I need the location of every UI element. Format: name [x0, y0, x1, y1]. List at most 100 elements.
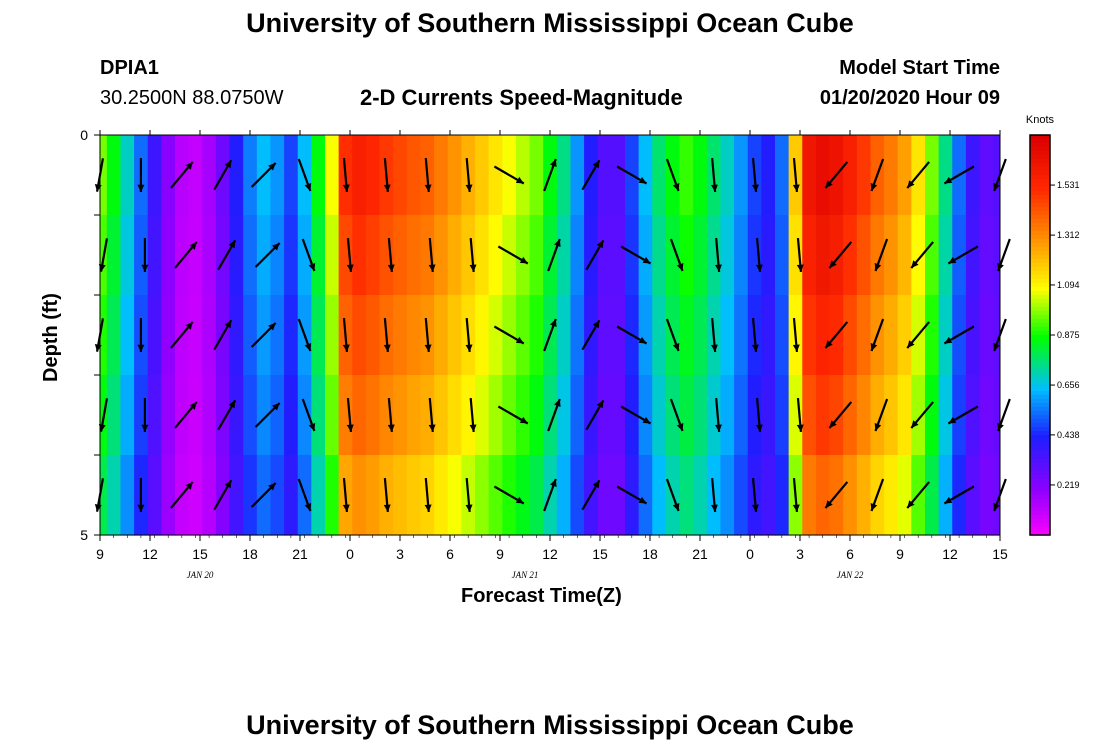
heatmap-cell: [202, 455, 217, 536]
x-tick-label: 9: [896, 546, 904, 562]
heatmap-cell: [256, 375, 272, 456]
heatmap-cell: [229, 215, 244, 296]
arrow-head: [948, 256, 957, 264]
arrow-head: [997, 263, 1004, 271]
heatmap-cell: [188, 375, 203, 456]
current-arrow: [297, 158, 312, 192]
arrow-head: [711, 504, 718, 512]
colorbar-segment: [1030, 487, 1050, 492]
current-arrow: [493, 165, 525, 185]
current-arrow: [497, 405, 529, 425]
heatmap-cell: [284, 215, 299, 296]
current-arrow: [870, 318, 885, 352]
heatmap-cell: [325, 375, 340, 456]
current-arrow: [469, 397, 477, 433]
current-arrow: [711, 477, 718, 513]
arrow-head: [993, 503, 1000, 511]
arrow-head: [715, 264, 722, 272]
heatmap-cell: [229, 455, 244, 536]
current-arrow: [792, 477, 800, 513]
colorbar-segment: [1030, 455, 1050, 460]
arrow-head: [519, 256, 528, 264]
heatmap-cell: [488, 375, 503, 456]
heatmap-cell: [475, 455, 490, 536]
heatmap-cell: [802, 455, 817, 536]
arrow-head: [137, 184, 145, 192]
colorbar-segment: [1030, 259, 1050, 264]
colorbar-segment: [1030, 243, 1050, 248]
colorbar-segment: [1030, 495, 1050, 500]
arrow-head: [550, 479, 557, 487]
heatmap-cell: [938, 455, 953, 536]
heatmap-cell: [161, 135, 176, 216]
x-tick-label: 15: [592, 546, 608, 562]
heatmap-cell: [965, 215, 981, 296]
colorbar-segment: [1030, 471, 1050, 476]
current-arrow: [751, 157, 759, 193]
heatmap-cell: [365, 135, 381, 216]
current-arrow: [428, 397, 436, 433]
arrow-head: [424, 344, 432, 352]
colorbar-segment: [1030, 235, 1050, 240]
heatmap-cell: [625, 215, 640, 296]
x-tick-label: 9: [496, 546, 504, 562]
arrow-head: [638, 176, 647, 184]
heatmap-cell: [229, 295, 244, 376]
heatmap-cell: [502, 215, 517, 296]
heatmap-cell: [515, 215, 531, 296]
arrow-head: [189, 241, 197, 250]
current-arrow: [543, 158, 557, 192]
heatmap-cell: [311, 455, 326, 536]
colorbar-segment: [1030, 371, 1050, 376]
heatmap-cell: [611, 215, 626, 296]
heatmap-cell: [884, 295, 899, 376]
heatmap-cell: [393, 455, 408, 536]
heatmap-cell: [543, 375, 558, 456]
heatmap-cell: [925, 135, 940, 216]
current-arrow: [796, 397, 804, 433]
heatmap-cell: [270, 375, 285, 456]
current-arrow: [874, 238, 889, 272]
heatmap-cell: [925, 295, 940, 376]
current-arrow: [874, 398, 889, 432]
heatmap-cell: [556, 455, 572, 536]
current-arrow: [906, 161, 930, 189]
colorbar-segment: [1030, 479, 1050, 484]
arrow-head: [638, 496, 647, 504]
heatmap-cell: [665, 375, 681, 456]
colorbar-segment: [1030, 491, 1050, 496]
heatmap-cell: [147, 215, 162, 296]
heatmap-cell: [870, 215, 885, 296]
current-arrow: [755, 237, 763, 273]
heatmap-cell: [447, 375, 462, 456]
colorbar-segment: [1030, 211, 1050, 216]
colorbar-segment: [1030, 299, 1050, 304]
current-arrow: [213, 159, 233, 191]
current-arrow: [250, 322, 277, 348]
arrow-head: [387, 264, 395, 272]
heatmap-cell: [761, 135, 776, 216]
arrow-head: [383, 184, 391, 192]
colorbar-segment: [1030, 147, 1050, 152]
colorbar-segment: [1030, 367, 1050, 372]
heatmap-cell: [815, 135, 831, 216]
heatmap-cell: [488, 135, 503, 216]
heatmap-cell: [706, 375, 722, 456]
current-arrow: [141, 398, 149, 432]
heatmap-cell: [188, 215, 203, 296]
current-arrow: [543, 318, 557, 352]
arrow-head: [387, 424, 395, 432]
heatmap-cell: [447, 215, 462, 296]
colorbar-segment: [1030, 207, 1050, 212]
heatmap-cell: [284, 375, 299, 456]
current-arrow: [669, 398, 684, 432]
arrow-head: [874, 263, 882, 271]
current-arrow: [755, 397, 763, 433]
heatmap-cell: [625, 375, 640, 456]
heatmap-cell: [161, 295, 176, 376]
x-tick-label: 12: [942, 546, 958, 562]
x-tick-label: 18: [242, 546, 258, 562]
heatmap-cell: [802, 295, 817, 376]
heatmap-cell: [502, 375, 517, 456]
arrow-head: [829, 260, 837, 269]
